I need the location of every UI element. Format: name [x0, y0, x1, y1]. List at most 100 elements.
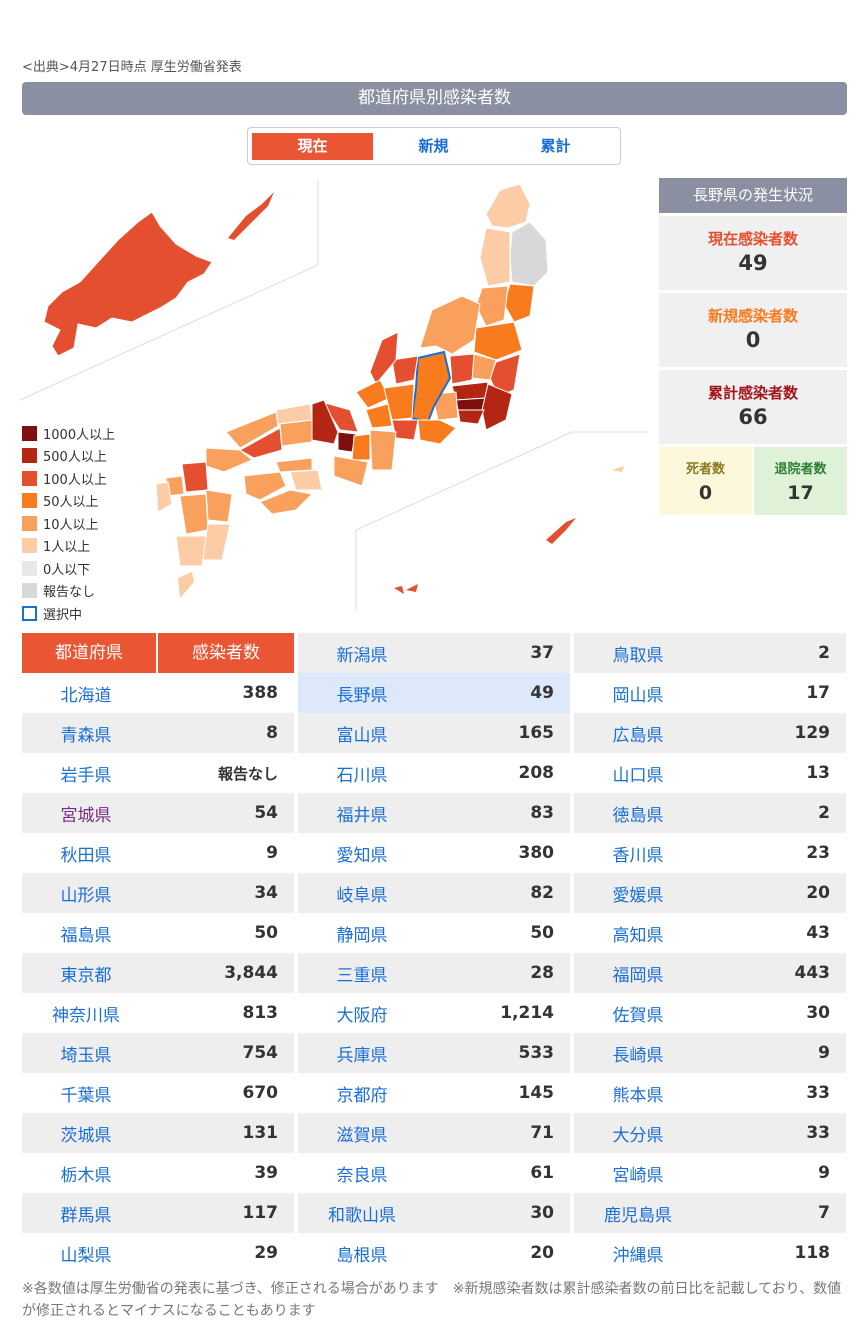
- region-okayama[interactable]: [279, 419, 313, 447]
- table-row[interactable]: 愛媛県 20: [574, 873, 846, 913]
- table-row-selected[interactable]: 長野県 49: [298, 673, 570, 713]
- table-row[interactable]: 栃木県 39: [22, 1153, 294, 1193]
- region-iwate[interactable]: [509, 221, 549, 287]
- region-fukui[interactable]: [355, 379, 391, 409]
- region-kochi[interactable]: [259, 489, 314, 515]
- prefecture-name[interactable]: 大阪府: [336, 1005, 388, 1026]
- table-row[interactable]: 北海道 388: [22, 673, 294, 713]
- prefecture-name[interactable]: 鹿児島県: [604, 1205, 672, 1226]
- tab-total[interactable]: 累計: [540, 137, 571, 155]
- region-kagoshima[interactable]: [175, 535, 207, 567]
- tab-new[interactable]: 新規: [418, 137, 449, 155]
- table-row[interactable]: 埼玉県 754: [22, 1033, 294, 1073]
- prefecture-name[interactable]: 山口県: [612, 765, 664, 786]
- prefecture-name[interactable]: 群馬県: [60, 1205, 112, 1226]
- table-row[interactable]: 香川県 23: [574, 833, 846, 873]
- table-row[interactable]: 宮城県 54: [22, 793, 294, 833]
- table-row[interactable]: 沖縄県 118: [574, 1233, 846, 1273]
- prefecture-name[interactable]: 新潟県: [336, 645, 388, 666]
- prefecture-name[interactable]: 宮城県: [60, 805, 112, 826]
- table-row[interactable]: 茨城県 131: [22, 1113, 294, 1153]
- table-row[interactable]: 山口県 13: [574, 753, 846, 793]
- table-row[interactable]: 兵庫県 533: [298, 1033, 570, 1073]
- table-row[interactable]: 佐賀県 30: [574, 993, 846, 1033]
- table-row[interactable]: 東京都 3,844: [22, 953, 294, 993]
- region-okinawa[interactable]: [546, 518, 576, 544]
- table-row[interactable]: 福岡県 443: [574, 953, 846, 993]
- prefecture-name[interactable]: 秋田県: [60, 845, 112, 866]
- table-row[interactable]: 群馬県 117: [22, 1193, 294, 1233]
- prefecture-name[interactable]: 奈良県: [336, 1165, 388, 1186]
- region-tokushima[interactable]: [289, 469, 323, 491]
- prefecture-name[interactable]: 鳥取県: [612, 645, 664, 666]
- table-row[interactable]: 大阪府 1,214: [298, 993, 570, 1033]
- prefecture-name[interactable]: 千葉県: [60, 1085, 112, 1106]
- region-akita[interactable]: [479, 227, 511, 287]
- table-row[interactable]: 岡山県 17: [574, 673, 846, 713]
- prefecture-name[interactable]: 高知県: [612, 925, 664, 946]
- prefecture-name[interactable]: 宮崎県: [612, 1165, 664, 1186]
- table-row[interactable]: 三重県 28: [298, 953, 570, 993]
- table-row[interactable]: 長崎県 9: [574, 1033, 846, 1073]
- region-ehime[interactable]: [243, 471, 287, 501]
- prefecture-name[interactable]: 福島県: [60, 925, 112, 946]
- table-row[interactable]: 岩手県 報告なし: [22, 753, 294, 793]
- prefecture-name[interactable]: 広島県: [612, 725, 664, 746]
- region-fukushima[interactable]: [473, 321, 523, 361]
- table-row[interactable]: 宮崎県 9: [574, 1153, 846, 1193]
- table-row[interactable]: 福島県 50: [22, 913, 294, 953]
- region-toyama[interactable]: [391, 355, 419, 385]
- prefecture-name[interactable]: 栃木県: [60, 1165, 112, 1186]
- table-row[interactable]: 青森県 8: [22, 713, 294, 753]
- prefecture-name[interactable]: 長野県: [336, 685, 388, 706]
- region-hiroshima[interactable]: [238, 427, 283, 459]
- table-row[interactable]: 千葉県 670: [22, 1073, 294, 1113]
- table-row[interactable]: 広島県 129: [574, 713, 846, 753]
- prefecture-name[interactable]: 東京都: [60, 965, 112, 986]
- table-row[interactable]: 奈良県 61: [298, 1153, 570, 1193]
- table-row[interactable]: 山梨県 29: [22, 1233, 294, 1273]
- region-niigata[interactable]: [419, 295, 481, 355]
- table-row[interactable]: 和歌山県 30: [298, 1193, 570, 1233]
- region-saitama[interactable]: [451, 381, 489, 401]
- region-nara[interactable]: [351, 433, 371, 461]
- prefecture-name[interactable]: 愛媛県: [612, 885, 664, 906]
- region-kagawa[interactable]: [275, 457, 313, 473]
- region-gunma[interactable]: [449, 353, 475, 385]
- prefecture-name[interactable]: 佐賀県: [612, 1005, 664, 1026]
- prefecture-name[interactable]: 京都府: [336, 1085, 388, 1106]
- table-row[interactable]: 島根県 20: [298, 1233, 570, 1273]
- region-fukuoka[interactable]: [181, 461, 209, 493]
- region-yamagata[interactable]: [475, 285, 509, 327]
- prefecture-name[interactable]: 福井県: [336, 805, 388, 826]
- japan-map[interactable]: [0, 175, 650, 615]
- table-row[interactable]: 大分県 33: [574, 1113, 846, 1153]
- region-chiba[interactable]: [481, 383, 513, 431]
- region-shimane[interactable]: [225, 411, 279, 449]
- prefecture-name[interactable]: 青森県: [60, 725, 112, 746]
- region-miyagi[interactable]: [503, 283, 535, 323]
- region-mie[interactable]: [369, 429, 397, 471]
- prefecture-name[interactable]: 兵庫県: [336, 1045, 388, 1066]
- prefecture-name[interactable]: 北海道: [60, 685, 112, 706]
- table-row[interactable]: 山形県 34: [22, 873, 294, 913]
- tab-current[interactable]: 現在: [252, 133, 373, 160]
- region-nagasaki[interactable]: [155, 481, 173, 513]
- region-tokyo[interactable]: [455, 397, 487, 411]
- table-row[interactable]: 神奈川県 813: [22, 993, 294, 1033]
- region-nagano[interactable]: [410, 350, 452, 424]
- prefecture-name[interactable]: 埼玉県: [60, 1045, 112, 1066]
- region-aomori[interactable]: [485, 183, 531, 229]
- region-hokkaido[interactable]: [43, 211, 213, 357]
- prefecture-name[interactable]: 愛知県: [336, 845, 388, 866]
- table-row[interactable]: 秋田県 9: [22, 833, 294, 873]
- region-oita[interactable]: [205, 489, 233, 523]
- prefecture-name[interactable]: 岡山県: [612, 685, 664, 706]
- prefecture-name[interactable]: 岩手県: [60, 765, 112, 786]
- prefecture-name[interactable]: 山梨県: [60, 1245, 112, 1266]
- region-kanagawa[interactable]: [457, 409, 485, 425]
- prefecture-name[interactable]: 静岡県: [336, 925, 388, 946]
- region-osaka[interactable]: [337, 431, 357, 453]
- table-row[interactable]: 徳島県 2: [574, 793, 846, 833]
- region-ishikawa[interactable]: [369, 331, 399, 385]
